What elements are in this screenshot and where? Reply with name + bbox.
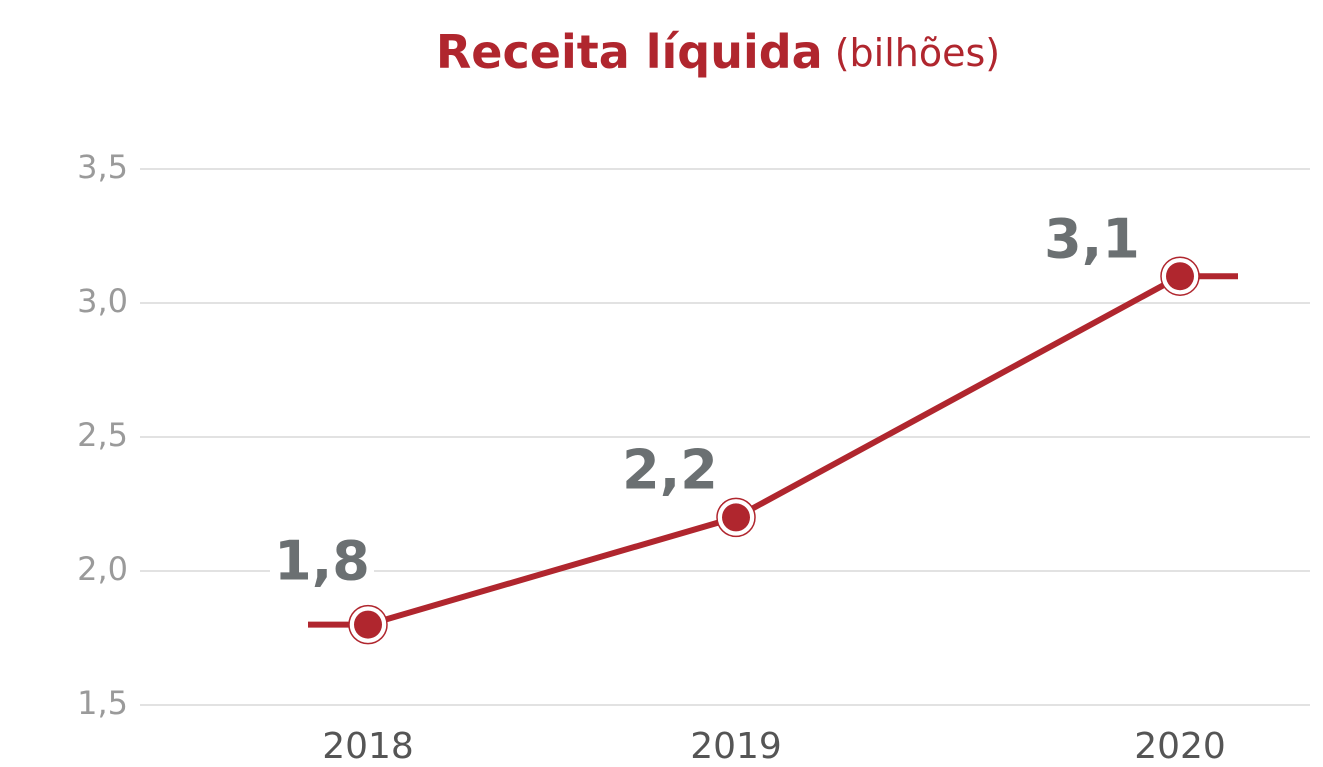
x-tick-label: 2018 [322, 726, 414, 767]
y-tick-label: 3,5 [77, 148, 128, 186]
chart-title: Receita líquida (bilhões) [436, 25, 1000, 79]
marker [1166, 262, 1194, 291]
x-tick-label: 2020 [1134, 726, 1226, 767]
value-label: 2,2 [622, 439, 718, 502]
line [367, 273, 1182, 628]
marker [354, 610, 382, 639]
value-label: 1,8 [274, 530, 370, 593]
label-bg [1040, 211, 1144, 273]
y-tick-label: 2,5 [77, 416, 128, 454]
subtitle: (bilhões) [835, 31, 1000, 75]
title: Receita líquida [436, 25, 823, 79]
marker [722, 503, 750, 532]
label-bg [618, 442, 722, 504]
value-label: 3,1 [1044, 208, 1140, 271]
y-tick-label: 3,0 [77, 282, 128, 320]
label-bg [270, 533, 374, 595]
x-tick-label: 2019 [690, 726, 782, 767]
y-tick-label: 2,0 [77, 550, 128, 588]
y-tick-label: 1,5 [77, 684, 128, 722]
